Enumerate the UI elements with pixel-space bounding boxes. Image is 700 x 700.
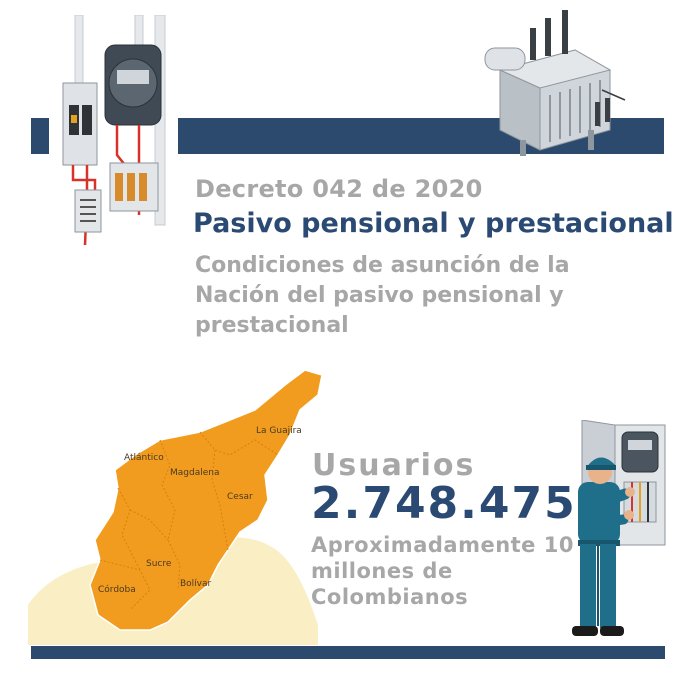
electrical-panel-illustration	[62, 15, 166, 245]
subject-description: Condiciones de asunción de la Nación del…	[195, 253, 570, 338]
technician-illustration	[572, 420, 666, 636]
map-label-atlantico: Atlántico	[124, 453, 164, 463]
users-note: Aproximadamente 10 millones de Colombian…	[311, 533, 574, 609]
map-label-bolivar: Bolívar	[180, 579, 212, 589]
users-count: 2.748.475	[311, 478, 577, 529]
bottom-band	[31, 646, 665, 659]
caribbean-region-map: La Guajira Atlántico Magdalena Cesar Suc…	[28, 369, 323, 645]
map-label-la-guajira: La Guajira	[256, 426, 302, 436]
map-label-cesar: Cesar	[227, 492, 253, 502]
map-label-sucre: Sucre	[146, 559, 172, 569]
subject-title: Pasivo pensional y prestacional	[193, 208, 674, 239]
map-label-magdalena: Magdalena	[170, 468, 219, 478]
decree-title: Decreto 042 de 2020	[195, 175, 483, 203]
transformer-illustration	[484, 10, 626, 156]
map-label-cordoba: Córdoba	[98, 584, 136, 595]
users-label: Usuarios	[312, 448, 476, 483]
top-band-left	[31, 118, 49, 154]
